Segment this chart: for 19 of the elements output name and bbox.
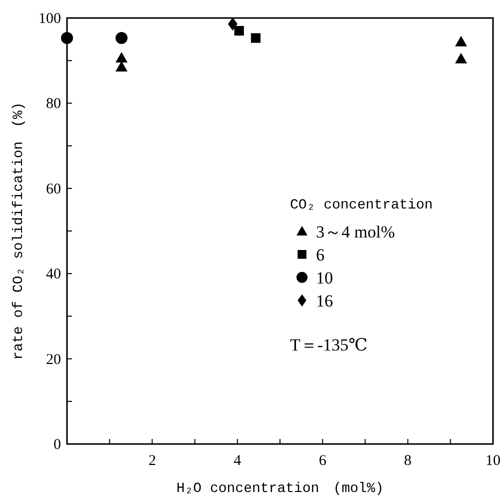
y-tick-label: 60	[46, 181, 61, 198]
x-axis-title: H₂O concentration (mol%)	[176, 481, 384, 497]
legend-title: CO₂ concentration	[290, 197, 433, 214]
y-tick-label: 40	[46, 266, 61, 283]
x-tick-label: 10	[486, 453, 500, 469]
legend-label: 16	[316, 291, 333, 310]
legend-label: 10	[316, 268, 333, 288]
x-tick-label: 2	[148, 453, 156, 469]
y-tick-label: 80	[46, 96, 61, 112]
x-tick-label: 8	[404, 453, 412, 469]
x-tick-label: 4	[234, 453, 242, 469]
y-tick-label: 0	[54, 437, 61, 453]
y-tick-label: 20	[46, 352, 61, 368]
annotation: T＝-135℃	[290, 335, 368, 354]
y-axis-title: rate of CO₂ solidification (%)	[11, 102, 27, 360]
y-tick-label: 100	[38, 11, 61, 27]
legend-label: 6	[316, 245, 324, 264]
legend-label: 3～4 mol%	[316, 222, 395, 242]
x-tick-label: 6	[318, 453, 327, 469]
